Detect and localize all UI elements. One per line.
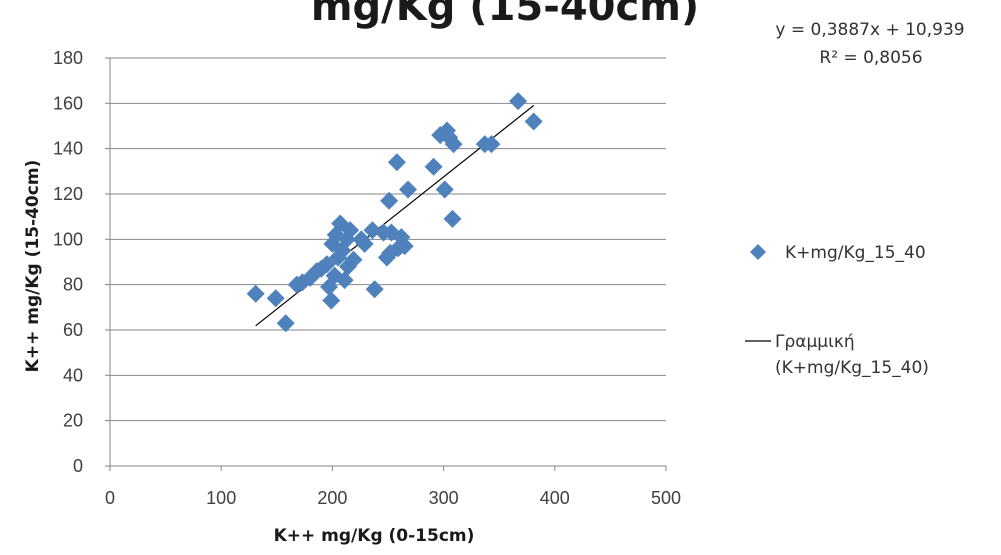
y-tick-label: 20 [63,411,83,431]
data-point [399,180,418,199]
y-tick-label: 180 [53,48,83,68]
data-point [341,221,360,240]
x-tick-labels: 0 100 200 300 400 500 [105,488,681,508]
data-point [355,234,374,253]
y-tick-label: 40 [63,365,83,385]
y-tick-label: 60 [63,320,83,340]
data-point [395,237,414,256]
data-point [246,284,265,303]
legend-series-label: K+mg/Kg_15_40 [785,243,926,263]
data-point [435,180,454,199]
y-tick-label: 140 [53,139,83,159]
data-point [380,191,399,210]
legend-trend-label-line1: Γραμμική [775,332,855,352]
data-point [482,135,501,154]
data-point [322,291,341,310]
x-tick-label: 400 [540,488,570,508]
data-point [365,280,384,299]
data-point [424,157,443,176]
y-tick-labels: 0 20 40 60 80 100 120 140 160 180 [53,48,83,476]
legend: K+mg/Kg_15_40 Γραμμική (K+mg/Kg_15_40) [745,243,929,378]
legend-trend-label-line2: (K+mg/Kg_15_40) [775,358,929,378]
data-point [524,112,543,131]
y-tick-label: 120 [53,184,83,204]
x-tick-label: 500 [651,488,681,508]
x-tick-label: 200 [317,488,347,508]
data-point [266,289,285,308]
chart-title: mg/Kg (15-40cm) [311,0,699,30]
y-tick-label: 160 [53,93,83,113]
data-point [328,248,347,267]
data-points [246,92,543,333]
data-point [509,92,528,111]
r-squared: R² = 0,8056 [819,48,922,68]
data-point [387,153,406,172]
x-tick-label: 100 [206,488,236,508]
legend-marker-diamond [750,244,766,260]
data-point [444,135,463,154]
legend-trend-label: Γραμμική (K+mg/Kg_15_40) [775,332,929,378]
x-tick-label: 0 [105,488,115,508]
y-tick-label: 100 [53,229,83,249]
data-point [443,209,462,228]
axes [105,57,667,471]
data-point [344,250,363,269]
trend-equation: y = 0,3887x + 10,939 [775,20,964,40]
y-axis-title: K++ mg/Kg (15-40cm) [23,160,43,373]
data-point [335,271,354,290]
y-tick-label: 80 [63,275,83,295]
data-point [276,314,295,333]
y-tick-label: 0 [73,456,83,476]
x-tick-label: 300 [429,488,459,508]
x-axis-title: K++ mg/Kg (0-15cm) [274,526,475,546]
